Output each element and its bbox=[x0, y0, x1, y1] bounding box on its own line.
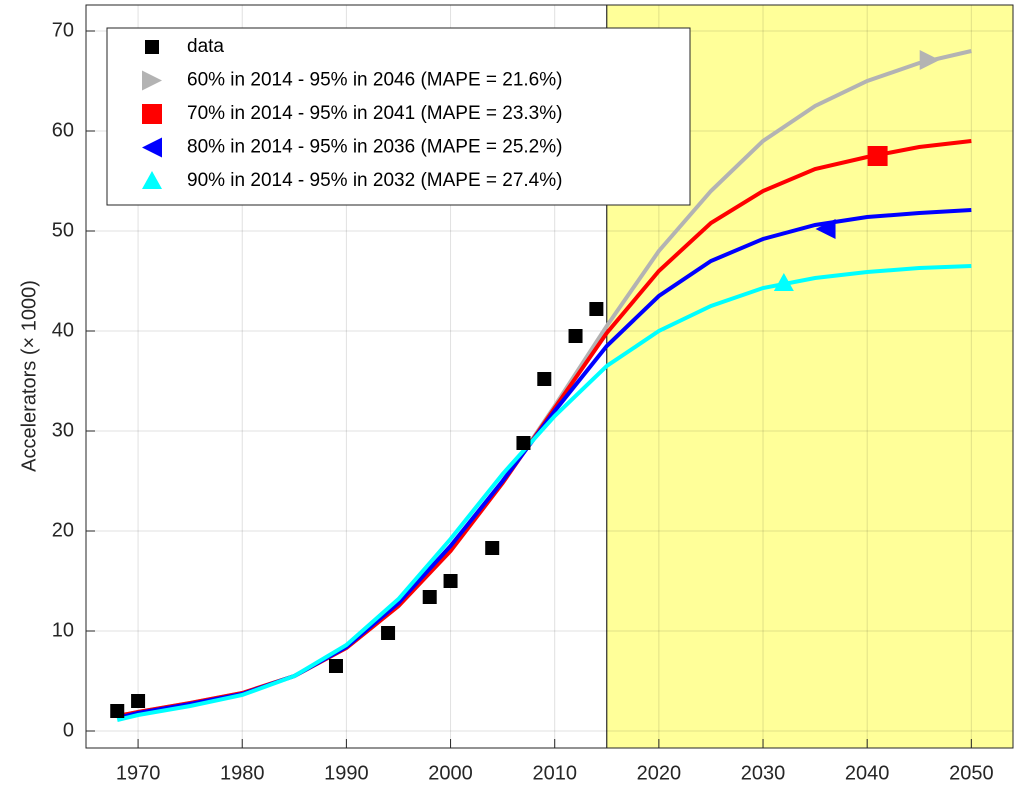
y-tick-label: 50 bbox=[52, 219, 74, 241]
legend-label: 60% in 2014 - 95% in 2046 (MAPE = 21.6%) bbox=[187, 70, 562, 91]
x-tick-label: 2020 bbox=[637, 762, 682, 784]
y-tick-label: 0 bbox=[63, 719, 74, 741]
x-tick-label: 2050 bbox=[949, 762, 994, 784]
legend: data 60% in 2014 - 95% in 2046 (MAPE = 21… bbox=[106, 27, 691, 206]
data-point bbox=[537, 372, 552, 386]
data-point bbox=[381, 626, 396, 640]
legend-marker bbox=[142, 171, 162, 189]
legend-label: 90% in 2014 - 95% in 2032 (MAPE = 27.4%) bbox=[187, 170, 562, 191]
x-tick-label: 2010 bbox=[532, 762, 577, 784]
plot-frame bbox=[85, 4, 1014, 749]
legend-marker bbox=[142, 70, 162, 91]
curve-marker bbox=[815, 219, 836, 239]
legend-label: data bbox=[187, 36, 224, 57]
x-tick-label: 1980 bbox=[220, 762, 265, 784]
curve-marker bbox=[919, 50, 940, 70]
x-tick-label: 2000 bbox=[428, 762, 473, 784]
data-point bbox=[568, 329, 583, 343]
data-point bbox=[589, 302, 604, 316]
legend-label: 80% in 2014 - 95% in 2036 (MAPE = 25.2%) bbox=[187, 137, 562, 158]
data-point bbox=[422, 590, 437, 604]
data-point bbox=[131, 694, 146, 708]
data-point bbox=[516, 436, 531, 450]
x-tick-label: 2040 bbox=[845, 762, 890, 784]
y-tick-label: 30 bbox=[52, 419, 74, 441]
data-point bbox=[110, 704, 125, 718]
legend-box bbox=[106, 27, 691, 206]
y-tick-label: 70 bbox=[52, 19, 74, 41]
curve-marker bbox=[773, 273, 794, 291]
legend-marker bbox=[142, 104, 162, 124]
curve-marker bbox=[867, 146, 888, 166]
x-tick-label: 1970 bbox=[116, 762, 161, 784]
legend-label: 70% in 2014 - 95% in 2041 (MAPE = 23.3%) bbox=[187, 103, 562, 124]
legend-marker bbox=[142, 137, 162, 158]
legend-marker bbox=[145, 40, 159, 54]
y-axis-label: Accelerators (× 1000) bbox=[18, 280, 40, 472]
y-tick-label: 10 bbox=[52, 619, 74, 641]
x-tick-label: 2030 bbox=[741, 762, 786, 784]
data-point bbox=[485, 541, 500, 555]
y-tick-label: 40 bbox=[52, 319, 74, 341]
y-tick-label: 20 bbox=[52, 519, 74, 541]
data-point bbox=[328, 659, 343, 673]
data-point bbox=[443, 574, 458, 588]
y-tick-label: 60 bbox=[52, 119, 74, 141]
x-tick-label: 1990 bbox=[324, 762, 369, 784]
